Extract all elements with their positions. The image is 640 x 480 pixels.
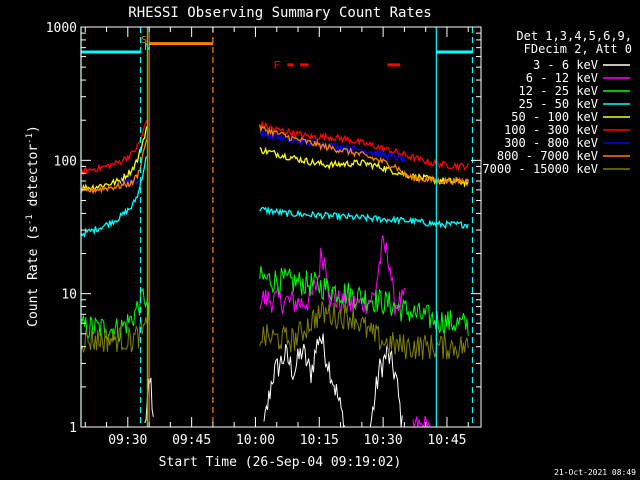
footer-timestamp: 21-Oct-2021 08:49	[554, 468, 636, 477]
series-4-segment-2	[259, 205, 469, 230]
series-7-segment-2	[259, 130, 406, 163]
x-tick-label: 09:30	[108, 433, 147, 448]
series-3-segment-2	[259, 265, 469, 336]
x-tick-label: 10:15	[300, 433, 339, 448]
x-axis-label: Start Time (26-Sep-04 09:19:02)	[159, 455, 402, 470]
legend-label: 3 - 6 keV	[533, 58, 598, 72]
series-3	[80, 265, 469, 342]
flag-bar-4-label: F	[273, 59, 280, 72]
flag-mark-n: N	[144, 42, 150, 53]
series-6-segment-1	[80, 119, 148, 177]
y-axis-label-part: -1	[25, 214, 35, 225]
series-9-segment-2	[259, 301, 469, 360]
legend-title-line: Det 1,3,4,5,6,9,	[516, 29, 632, 43]
y-tick-label-10: 10	[61, 288, 77, 303]
series-4-segment-1	[80, 156, 148, 238]
y-axis-label-part: detector	[26, 144, 41, 215]
legend-label: 50 - 100 keV	[511, 110, 598, 124]
series-1-segment-2	[263, 333, 346, 429]
y-axis-label-part: Count Rate (s	[26, 225, 41, 327]
legend-label: 6 - 12 keV	[526, 71, 598, 85]
x-tick-label: 09:45	[172, 433, 211, 448]
flag-bar-4: F	[273, 59, 401, 72]
series-6-segment-2	[259, 120, 469, 172]
y-tick-label-1: 1	[69, 421, 77, 436]
series-6	[80, 119, 469, 177]
series-4	[80, 156, 469, 238]
legend-label: 25 - 50 keV	[519, 97, 598, 111]
axes: 1 10 100 1000 09:30 09:45 10:00 10:15 10:30 10:45	[46, 21, 481, 448]
legend-title-line: FDecim 2, Att 0	[524, 42, 632, 56]
series-5-segment-2	[259, 146, 469, 188]
x-tick-label: 10:30	[364, 433, 403, 448]
y-axis-label: Count Rate (s-1 detector-1)	[25, 125, 41, 327]
y-axis-label-part: )	[26, 125, 41, 133]
x-tick-label: 10:00	[236, 433, 275, 448]
legend-label: 300 - 800 keV	[504, 136, 598, 150]
legend: Det 1,3,4,5,6,9,FDecim 2, Att 0 3 - 6 keV…	[482, 29, 632, 176]
series-2-segment-2	[412, 415, 431, 429]
series-7	[119, 130, 406, 186]
series-8-segment-1	[80, 138, 148, 195]
legend-label: 100 - 300 keV	[504, 123, 598, 137]
series-9-segment-1	[80, 317, 148, 354]
series-8-segment-2	[259, 124, 469, 186]
legend-label: 800 - 7000 keV	[497, 149, 598, 163]
plot-frame	[80, 26, 482, 428]
series-1-segment-3	[369, 345, 403, 428]
y-tick-label-100: 100	[54, 154, 77, 169]
series-8	[80, 124, 469, 195]
legend-label: 7000 - 15000 keV	[482, 162, 598, 176]
y-axis-label-part: -1	[25, 133, 35, 144]
legend-label: 12 - 25 keV	[519, 84, 598, 98]
series-7-segment-1	[119, 175, 140, 186]
flag-mark-s: S	[141, 35, 147, 46]
x-tick-label: 10:45	[427, 433, 466, 448]
series-9	[80, 301, 469, 360]
series-3-segment-1	[80, 287, 150, 342]
y-tick-label-1000: 1000	[46, 21, 77, 36]
chart-title: RHESSI Observing Summary Count Rates	[128, 5, 431, 21]
